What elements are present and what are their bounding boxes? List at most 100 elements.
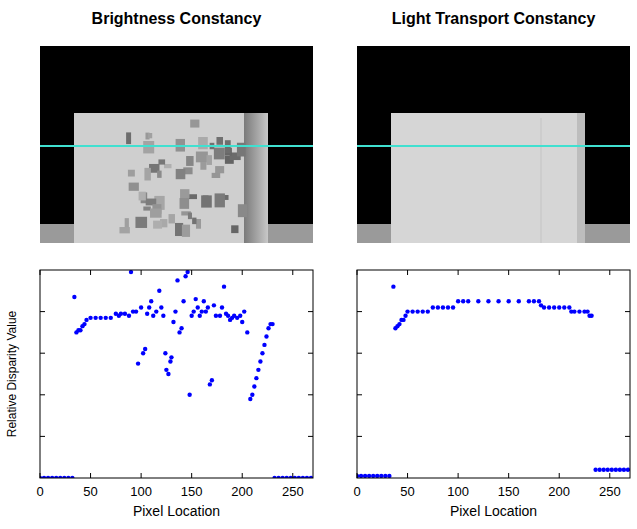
x-tick-label: 0 — [36, 484, 43, 499]
point — [129, 270, 133, 274]
noise-patch — [231, 225, 238, 233]
point — [431, 305, 435, 309]
y-tick — [357, 353, 362, 354]
point — [252, 384, 256, 388]
noise-patch — [196, 219, 201, 229]
point — [212, 303, 216, 307]
y-tick — [357, 311, 362, 312]
x-tick — [609, 473, 610, 478]
x-tick-label: 150 — [181, 484, 203, 499]
point — [622, 467, 626, 471]
y-tick — [40, 394, 45, 395]
x-tick — [609, 270, 610, 275]
point — [149, 299, 153, 303]
x-tick — [357, 473, 358, 478]
point — [134, 309, 138, 313]
point — [208, 382, 212, 386]
point — [270, 322, 274, 326]
image-background — [357, 46, 630, 243]
x-tick-label: 0 — [353, 484, 360, 499]
point — [139, 305, 143, 309]
point — [226, 314, 230, 318]
point — [602, 467, 606, 471]
x-tick-label: 50 — [83, 484, 97, 499]
point — [222, 284, 226, 288]
y-tick — [625, 436, 630, 437]
x-tick — [191, 270, 192, 275]
point — [218, 314, 222, 318]
point — [119, 311, 123, 315]
point — [254, 376, 258, 380]
scanline — [40, 145, 313, 147]
point — [451, 305, 455, 309]
noise-patch — [238, 204, 247, 217]
box-surface — [391, 113, 585, 243]
point — [379, 474, 383, 478]
x-tick — [458, 473, 459, 478]
point — [577, 309, 581, 313]
noise-patch — [180, 198, 190, 209]
point — [618, 467, 622, 471]
noise-patch — [176, 169, 186, 179]
noise-patch — [215, 166, 224, 173]
depth-image — [357, 46, 630, 243]
points — [357, 284, 630, 478]
depth-image — [40, 46, 313, 243]
point — [387, 474, 391, 478]
seam — [541, 118, 542, 243]
noise-patch — [126, 132, 131, 144]
point — [123, 311, 127, 315]
point — [145, 311, 149, 315]
x-tick — [292, 270, 293, 275]
point — [476, 299, 480, 303]
point — [179, 326, 183, 330]
point — [206, 305, 210, 309]
x-tick — [242, 270, 243, 275]
point — [614, 467, 618, 471]
point — [572, 309, 576, 313]
noise-patch — [201, 195, 212, 207]
point — [567, 305, 571, 309]
point — [200, 309, 204, 313]
point — [104, 316, 108, 320]
noise-patch — [200, 162, 206, 170]
y-tick — [308, 436, 313, 437]
point — [626, 467, 630, 471]
noise-patch — [169, 214, 175, 223]
point — [189, 314, 193, 318]
point — [371, 474, 375, 478]
x-tick — [559, 270, 560, 275]
noise-patch — [182, 225, 190, 237]
point — [151, 314, 155, 318]
x-tick — [90, 473, 91, 478]
point — [159, 305, 163, 309]
box-side — [244, 113, 268, 243]
point — [517, 299, 521, 303]
point — [610, 467, 614, 471]
scanline — [357, 145, 630, 147]
noise-patch — [180, 189, 189, 198]
y-tick — [40, 353, 45, 354]
point — [141, 351, 145, 355]
y-tick — [40, 436, 45, 437]
point — [72, 295, 76, 299]
x-tick-label: 150 — [498, 484, 520, 499]
point — [183, 274, 187, 278]
x-tick — [407, 473, 408, 478]
x-tick — [559, 473, 560, 478]
x-axis-title: Pixel Location — [133, 503, 220, 519]
panel-title: Brightness Constancy — [92, 10, 262, 27]
point — [181, 299, 185, 303]
y-tick — [308, 311, 313, 312]
point — [486, 299, 490, 303]
noise-patch — [214, 148, 225, 160]
point — [363, 474, 367, 478]
x-tick-label: 50 — [400, 484, 414, 499]
point — [143, 347, 147, 351]
noise-patch — [148, 133, 152, 138]
y-tick — [625, 353, 630, 354]
point — [256, 368, 260, 372]
y-tick — [357, 436, 362, 437]
point — [187, 393, 191, 397]
noise-patch — [158, 159, 165, 164]
